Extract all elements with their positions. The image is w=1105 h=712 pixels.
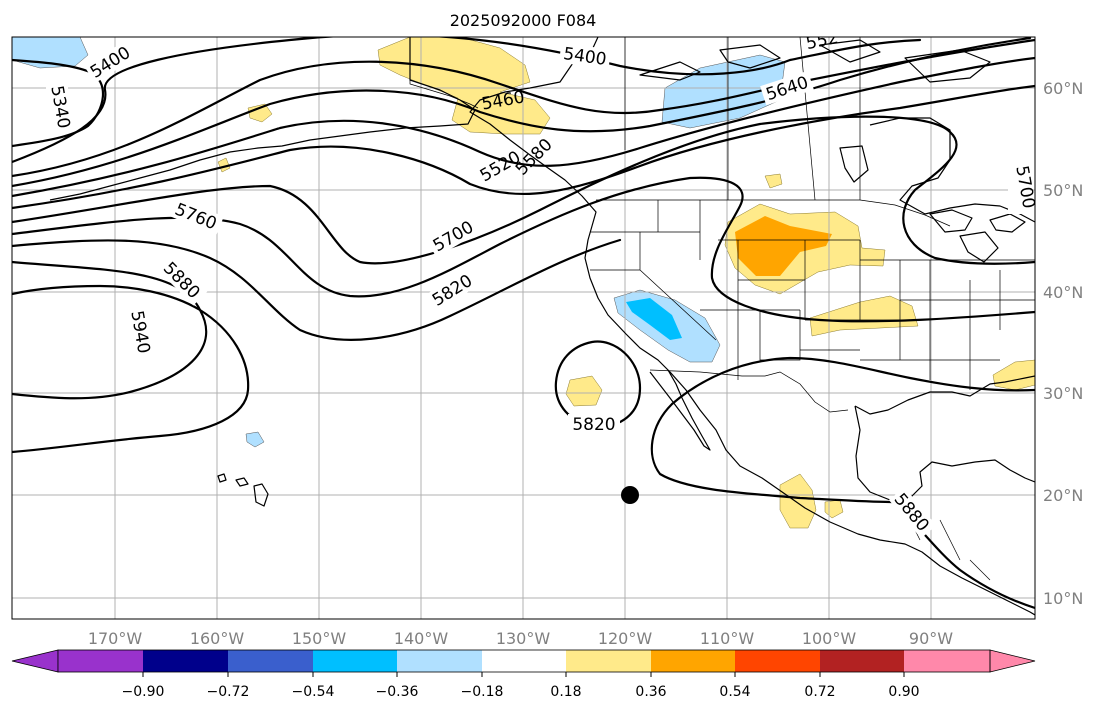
latitude-tick-label: 50°N	[1043, 181, 1083, 200]
colorbar-tick-label: 0.18	[550, 684, 581, 700]
longitude-axis: 170°W 160°W 150°W 140°W 130°W 120°W 110°…	[88, 629, 953, 648]
contour-5520	[12, 37, 1032, 188]
longitude-tick-label: 100°W	[802, 629, 857, 648]
latitude-tick-label: 30°N	[1043, 384, 1083, 403]
colorbar-tick-label: −0.72	[207, 684, 250, 700]
longitude-tick-label: 170°W	[88, 629, 143, 648]
hawaii-islands	[217, 473, 269, 507]
colorbar-tick-label: −0.54	[292, 684, 335, 700]
positive-anomaly-region	[247, 103, 273, 123]
negative-anomaly-region	[245, 431, 265, 448]
colorbar-segment	[566, 650, 651, 672]
colorbar-tick-label: 0.72	[804, 684, 835, 700]
colorbar-tick-label: −0.90	[122, 684, 165, 700]
contour-5880	[12, 260, 208, 400]
contour-label: 5820	[572, 415, 615, 435]
colorbar-tick-label: 0.36	[635, 684, 666, 700]
us-mexico-border	[649, 369, 849, 413]
contour-5400	[12, 37, 922, 164]
contour-5700	[12, 115, 1035, 265]
arctic-islands	[639, 39, 991, 183]
colorbar-segment	[904, 650, 990, 672]
contour-5640	[12, 84, 1035, 210]
us-canada-border	[596, 199, 951, 227]
map-panel: 5400 5400 5340 5460 5520 552 5580 5640 5…	[12, 37, 1038, 619]
longitude-tick-label: 150°W	[292, 629, 347, 648]
colorbar-segment	[735, 650, 820, 672]
map-frame	[11, 36, 1036, 620]
longitude-tick-label: 120°W	[598, 629, 653, 648]
colorbar-tick-label: −0.18	[461, 684, 504, 700]
colorbar-segment	[651, 650, 735, 672]
gulf-coastline	[854, 375, 1035, 501]
colorbar-segment	[143, 650, 228, 672]
longitude-tick-label: 130°W	[496, 629, 551, 648]
latitude-tick-label: 40°N	[1043, 283, 1083, 302]
colorbar: −0.90 −0.72 −0.54 −0.36 −0.18 0.18 0.36 …	[11, 649, 1036, 700]
colorbar-max-extension	[989, 649, 1036, 673]
colorbar-tick-label: 0.54	[719, 684, 750, 700]
contour-5460	[12, 38, 1035, 178]
colorbar-tick-label: −0.36	[376, 684, 419, 700]
latitude-axis: 60°N 50°N 40°N 30°N 20°N 10°N	[1043, 79, 1083, 608]
positive-anomaly-region	[764, 173, 783, 189]
contour-5820	[12, 238, 622, 341]
political-borders	[409, 37, 1035, 581]
colorbar-min-extension	[11, 649, 59, 673]
longitude-tick-label: 160°W	[190, 629, 245, 648]
alaska-coastline	[49, 37, 476, 201]
colorbar-segment	[313, 650, 397, 672]
positive-anomaly-region	[779, 473, 817, 529]
colorbar-segment	[397, 650, 482, 672]
contour-5580	[12, 56, 1035, 198]
great-lakes	[929, 209, 1026, 263]
latitude-tick-label: 20°N	[1043, 486, 1083, 505]
contour-label: 5700	[1011, 164, 1038, 210]
map-title: 2025092000 F084	[450, 11, 597, 30]
canada-provinces	[624, 37, 861, 201]
colorbar-segment	[482, 650, 566, 672]
hudson-bay-coastline	[869, 117, 1035, 223]
contour-5940	[12, 284, 250, 454]
latitude-tick-label: 10°N	[1043, 589, 1083, 608]
contour-5340	[12, 58, 105, 148]
negative-anomaly-core	[626, 298, 682, 340]
location-marker	[621, 486, 639, 504]
positive-anomaly-core	[735, 216, 832, 276]
positive-anomaly-region	[565, 375, 603, 407]
colorbar-segment	[228, 650, 313, 672]
contour-5760	[12, 176, 1035, 323]
longitude-tick-label: 90°W	[909, 629, 953, 648]
positive-anomaly-region	[809, 295, 919, 337]
contour-5880-mexico	[650, 356, 1035, 610]
height-contours	[12, 37, 1035, 610]
colorbar-segment	[820, 650, 904, 672]
colorbar-segment	[58, 650, 143, 672]
negative-anomaly-region	[12, 37, 89, 69]
colorbar-tick-label: 0.90	[888, 684, 919, 700]
longitude-tick-label: 140°W	[394, 629, 449, 648]
coastlines	[49, 37, 1035, 616]
alaska-canada-border	[409, 37, 479, 109]
longitude-tick-label: 110°W	[700, 629, 755, 648]
latitude-tick-label: 60°N	[1043, 79, 1083, 98]
